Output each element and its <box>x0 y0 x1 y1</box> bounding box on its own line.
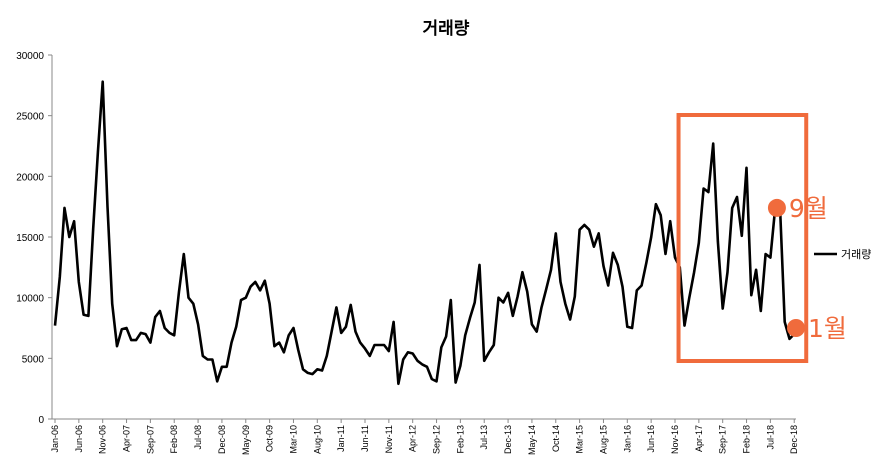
series-line-trade-volume <box>53 80 796 386</box>
x-axis: Jan-06 Jun-06 Nov-06 Apr-07 Sep-07 Feb-08 Jul-… <box>50 418 799 455</box>
y-tick-label: 20000 <box>16 172 44 183</box>
x-tick-label: Apr-12 <box>408 425 418 452</box>
x-tick-label: May-09 <box>241 425 251 455</box>
y-tick-label: 0 <box>38 415 44 426</box>
x-tick-label: Mar-15 <box>575 425 585 454</box>
x-tick-label: Oct-14 <box>551 425 561 452</box>
x-tick-label: Jun-16 <box>646 425 656 453</box>
x-tick-label: Jun-06 <box>74 425 84 453</box>
y-tick-label: 30000 <box>16 51 44 62</box>
x-tick-label: Nov-06 <box>98 425 108 454</box>
x-tick-label: Apr-07 <box>122 425 132 452</box>
y-tick-label: 15000 <box>16 233 44 244</box>
x-tick-label: Sep-12 <box>432 425 442 454</box>
x-tick-label: Jul-08 <box>193 425 203 450</box>
x-tick-label: Dec-08 <box>217 425 227 454</box>
x-tick-label: Jun-11 <box>360 425 370 452</box>
x-tick-label: Sep-17 <box>718 425 728 454</box>
annotations: 9월 1월 <box>767 194 847 343</box>
chart-title: 거래량 <box>423 19 470 39</box>
annotation-marker <box>787 319 805 337</box>
x-tick-label: Aug-15 <box>598 425 608 454</box>
x-tick-label: May-14 <box>527 425 537 455</box>
x-tick-label: Jan-11 <box>336 425 346 452</box>
x-tick-label: Jan-16 <box>622 425 632 453</box>
x-tick-label: Aug-10 <box>312 425 322 454</box>
x-tick-label: Sep-07 <box>145 425 155 454</box>
x-tick-label: Jan-06 <box>50 425 60 453</box>
annotation-marker <box>767 198 786 217</box>
x-tick-label: Feb-18 <box>742 425 752 454</box>
x-tick-label: Oct-09 <box>265 425 275 452</box>
y-tick-label: 10000 <box>16 294 44 305</box>
x-tick-label: Jul-13 <box>479 425 489 450</box>
legend-label: 거래량 <box>841 248 871 261</box>
x-tick-label: Dec-18 <box>789 425 799 454</box>
highlight-box <box>676 113 809 363</box>
annotation-label: 1월 <box>808 314 847 343</box>
x-tick-label: Feb-08 <box>169 425 179 454</box>
x-tick-label: Mar-10 <box>288 425 298 454</box>
x-tick-label: Jul-18 <box>765 425 775 450</box>
legend: 거래량 <box>814 248 871 261</box>
x-tick-label: Apr-17 <box>694 425 704 452</box>
y-tick-label: 5000 <box>22 354 45 365</box>
x-tick-label: Feb-13 <box>455 425 465 454</box>
x-tick-label: Nov-11 <box>384 425 394 453</box>
x-tick-label: Nov-16 <box>670 425 680 454</box>
y-tick-label: 25000 <box>16 112 44 123</box>
annotation-label: 9월 <box>789 194 828 223</box>
y-axis: 0 5000 10000 15000 20000 25000 30000 <box>16 51 53 426</box>
x-tick-label: Dec-13 <box>503 425 513 454</box>
